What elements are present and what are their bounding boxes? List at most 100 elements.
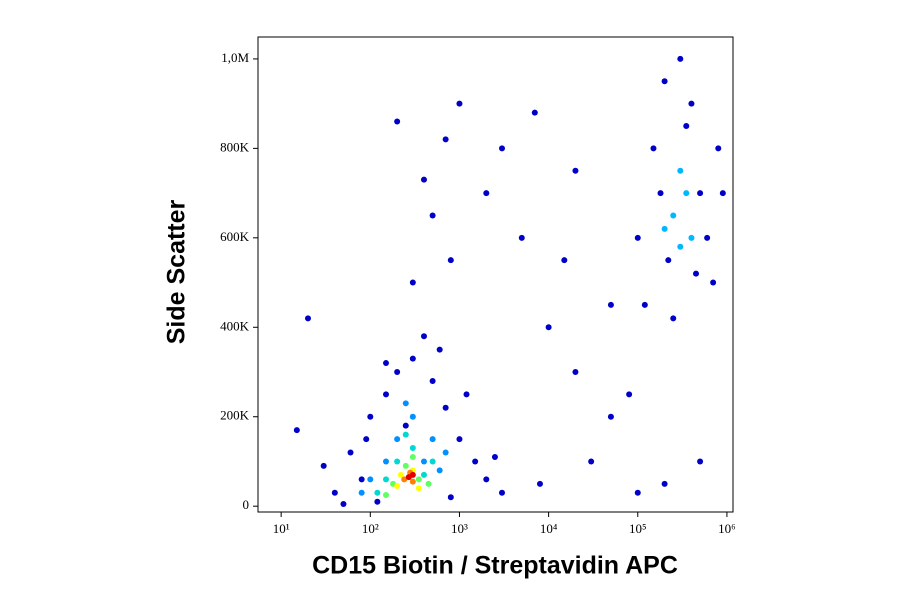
point (394, 458, 401, 465)
point (383, 391, 390, 398)
point (634, 234, 641, 241)
point (420, 458, 427, 465)
point (394, 118, 401, 125)
point (415, 476, 422, 483)
point (545, 324, 552, 331)
point (463, 391, 470, 398)
y-tick-label: 1,0M (221, 50, 249, 65)
point (442, 404, 449, 411)
point (677, 167, 684, 174)
x-axis-title: CD15 Biotin / Streptavidin APC (312, 552, 678, 580)
point (409, 413, 416, 420)
point (661, 78, 668, 85)
point (683, 123, 690, 130)
point (670, 212, 677, 219)
point (409, 445, 416, 452)
point (498, 489, 505, 496)
point (429, 436, 436, 443)
point (650, 145, 657, 152)
x-tick-label: 10⁶ (718, 521, 736, 536)
x-tick-label: 10¹ (273, 521, 290, 536)
point (436, 346, 443, 353)
point (688, 234, 695, 241)
point (670, 315, 677, 322)
point (442, 449, 449, 456)
point (358, 489, 365, 496)
point (425, 480, 432, 487)
point (697, 458, 704, 465)
point (588, 458, 595, 465)
point (710, 279, 717, 286)
point (429, 458, 436, 465)
point (394, 483, 401, 490)
point (409, 279, 416, 286)
x-tick-label: 10⁵ (629, 521, 647, 536)
point (536, 480, 543, 487)
x-tick-label: 10⁴ (540, 521, 558, 536)
point (409, 478, 416, 485)
point (719, 190, 726, 197)
point (401, 476, 408, 483)
point (409, 453, 416, 460)
point (456, 100, 463, 107)
point (402, 462, 409, 469)
point (483, 190, 490, 197)
point (402, 422, 409, 429)
point (677, 243, 684, 250)
point (442, 136, 449, 143)
points (293, 55, 726, 507)
point (340, 500, 347, 507)
point (347, 449, 354, 456)
point (518, 234, 525, 241)
y-axis-title: Side Scatter (163, 199, 191, 344)
point (429, 212, 436, 219)
point (358, 476, 365, 483)
y-tick-label: 800K (220, 139, 250, 154)
point (665, 257, 672, 264)
point (429, 377, 436, 384)
point (641, 301, 648, 308)
plot-frame (257, 36, 734, 513)
point (483, 476, 490, 483)
point (683, 190, 690, 197)
point (420, 176, 427, 183)
point (677, 55, 684, 62)
point (693, 270, 700, 277)
x-tick-label: 10² (362, 521, 379, 536)
point (320, 462, 327, 469)
point (420, 471, 427, 478)
point (607, 301, 614, 308)
point (456, 436, 463, 443)
y-tick-label: 400K (220, 318, 250, 333)
point (447, 494, 454, 501)
point (634, 489, 641, 496)
point (374, 498, 381, 505)
point (420, 333, 427, 340)
point (472, 458, 479, 465)
point (383, 476, 390, 483)
point (383, 360, 390, 367)
point (374, 489, 381, 496)
point (402, 431, 409, 438)
point (688, 100, 695, 107)
point (447, 257, 454, 264)
point (657, 190, 664, 197)
point (367, 413, 374, 420)
point (415, 485, 422, 492)
point (409, 471, 416, 478)
point (409, 355, 416, 362)
point (402, 400, 409, 407)
point (293, 427, 300, 434)
point (572, 369, 579, 376)
point (331, 489, 338, 496)
point (498, 145, 505, 152)
point (704, 234, 711, 241)
point (491, 453, 498, 460)
point (661, 480, 668, 487)
y-tick-label: 0 (243, 497, 250, 512)
point (394, 436, 401, 443)
point (607, 413, 614, 420)
point (383, 492, 390, 499)
y-tick-label: 600K (220, 229, 250, 244)
